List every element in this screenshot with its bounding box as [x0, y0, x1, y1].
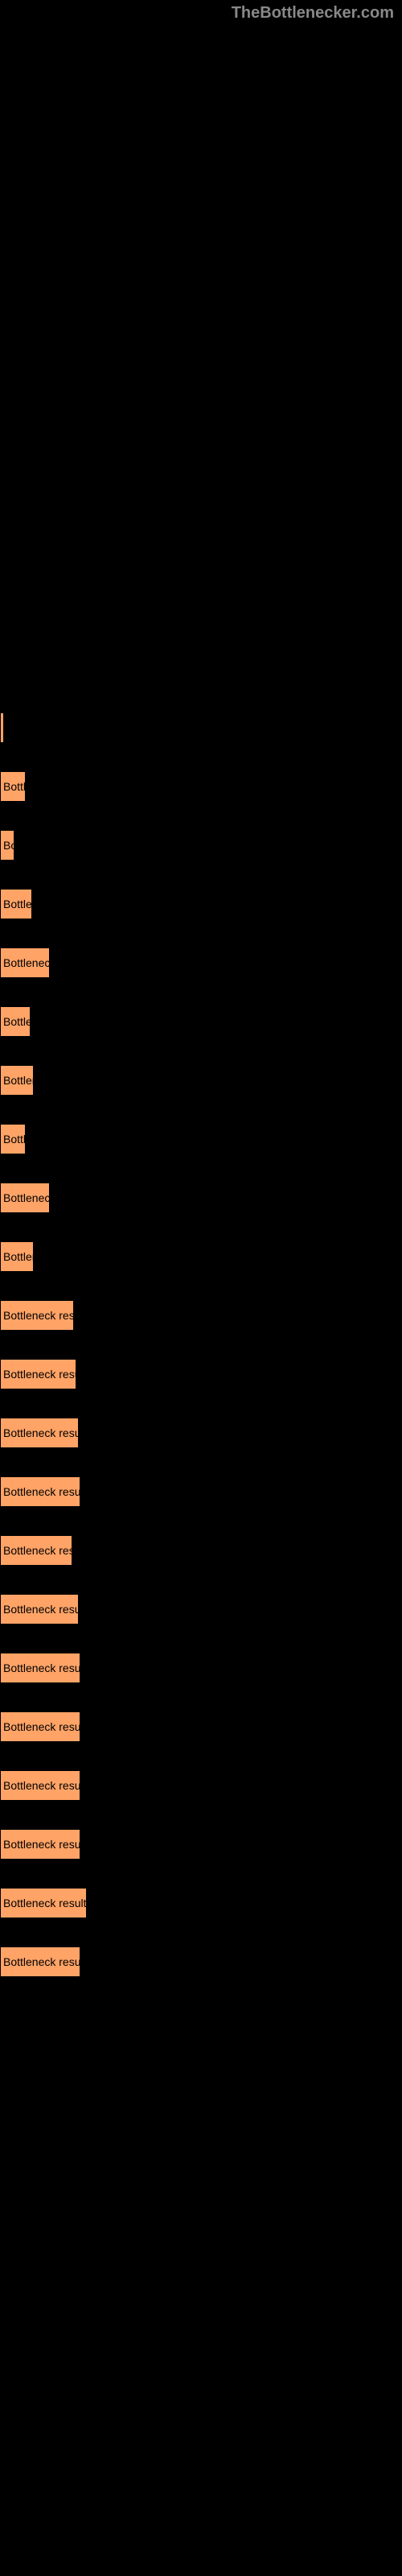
bar: Bottleneck result [0, 1770, 80, 1801]
bar-row: Bottleneck [0, 947, 402, 978]
bar-row: Bottleneck result [0, 1946, 402, 1977]
bar-row: Bottle [0, 771, 402, 802]
bar [0, 712, 4, 743]
bar-row: Bottleneck result [0, 1888, 402, 1918]
bar: Bottleneck [0, 1183, 50, 1213]
bar: Bottle [0, 1124, 26, 1154]
bar: Bottleneck result [0, 1946, 80, 1977]
bar-row: Bottleneck result [0, 1418, 402, 1448]
bar: Bottleneck result [0, 1418, 79, 1448]
bar-row: Bottleneck resu [0, 1300, 402, 1331]
bar-row: Bottleneck resul [0, 1359, 402, 1389]
bar: Bottleneck result [0, 1476, 80, 1507]
bar-row: Bottleneck result [0, 1770, 402, 1801]
bar: Bottleneck resul [0, 1359, 76, 1389]
bar: Bottleneck result [0, 1888, 87, 1918]
bar-row: Bo [0, 830, 402, 861]
bar-row: Bottle [0, 1124, 402, 1154]
bar-row: Bottleneck result [0, 1653, 402, 1683]
bar-row: Bottleneck res [0, 1535, 402, 1566]
bar: Bottlen [0, 889, 32, 919]
bar: Bottleneck result [0, 1653, 80, 1683]
bar: Bottleneck [0, 947, 50, 978]
bar: Bottleneck result [0, 1829, 80, 1860]
bar-row [0, 712, 402, 743]
bar: Bottleneck result [0, 1594, 79, 1624]
bar-row: Bottlene [0, 1065, 402, 1096]
bar: Bottleneck resu [0, 1300, 74, 1331]
bar: Bottlene [0, 1065, 34, 1096]
bar-row: Bottleneck result [0, 1829, 402, 1860]
bar-row: Bottlene [0, 1241, 402, 1272]
bar: Bottleneck result [0, 1711, 80, 1742]
bar-row: Bottlen [0, 889, 402, 919]
bar-row: Bottleneck result [0, 1594, 402, 1624]
bar: Bo [0, 830, 14, 861]
chart-container: Bottle Bo Bottlen Bottleneck Bottlen Bottlene… [0, 0, 402, 1977]
bar-row: Bottleneck result [0, 1476, 402, 1507]
bar: Bottlene [0, 1241, 34, 1272]
watermark: TheBottlenecker.com [232, 4, 394, 23]
bar-row: Bottlen [0, 1006, 402, 1037]
bar: Bottlen [0, 1006, 31, 1037]
bar: Bottleneck res [0, 1535, 72, 1566]
bar-row: Bottleneck [0, 1183, 402, 1213]
bar: Bottle [0, 771, 26, 802]
bar-row: Bottleneck result [0, 1711, 402, 1742]
